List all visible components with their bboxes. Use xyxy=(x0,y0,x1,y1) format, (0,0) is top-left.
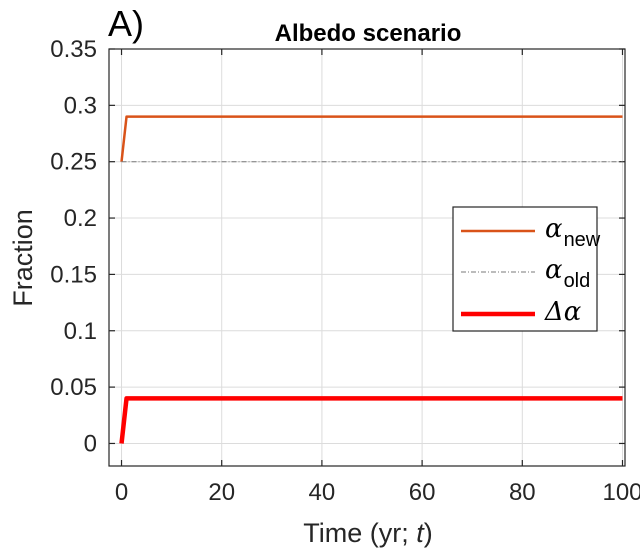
x-tick-label: 80 xyxy=(509,479,536,506)
panel-label: A) xyxy=(108,3,144,44)
y-tick-label: 0.05 xyxy=(50,374,97,401)
x-tick-label: 40 xyxy=(309,479,336,506)
y-tick-label: 0.2 xyxy=(64,205,97,232)
y-tick-label: 0.1 xyxy=(64,318,97,345)
legend-box xyxy=(452,206,598,332)
axis-ticks: 0 20 40 60 80 100 0 0.05 0.1 0.15 0.2 0.25 0.3 0.35 xyxy=(50,36,640,506)
y-axis-label: Fraction xyxy=(8,209,38,307)
x-tick-label: 20 xyxy=(208,479,235,506)
y-tick-label: 0.25 xyxy=(50,149,97,176)
y-tick-label: 0 xyxy=(84,430,97,457)
y-tick-label: 0.3 xyxy=(64,92,97,119)
series-lines xyxy=(119,115,623,444)
legend-entry: Δα xyxy=(544,297,582,327)
x-tick-label: 0 xyxy=(115,479,128,506)
plot-area xyxy=(108,48,626,467)
x-tick-label: 100 xyxy=(602,479,640,506)
y-tick-label: 0.35 xyxy=(50,36,97,63)
y-tick-label: 0.15 xyxy=(50,261,97,288)
series-line-new xyxy=(120,115,623,162)
chart-title: Albedo scenario xyxy=(275,20,462,47)
series-line-delta xyxy=(119,396,623,444)
x-tick-label: 60 xyxy=(409,479,436,506)
x-axis-label: Time (yr; t) xyxy=(303,518,433,548)
